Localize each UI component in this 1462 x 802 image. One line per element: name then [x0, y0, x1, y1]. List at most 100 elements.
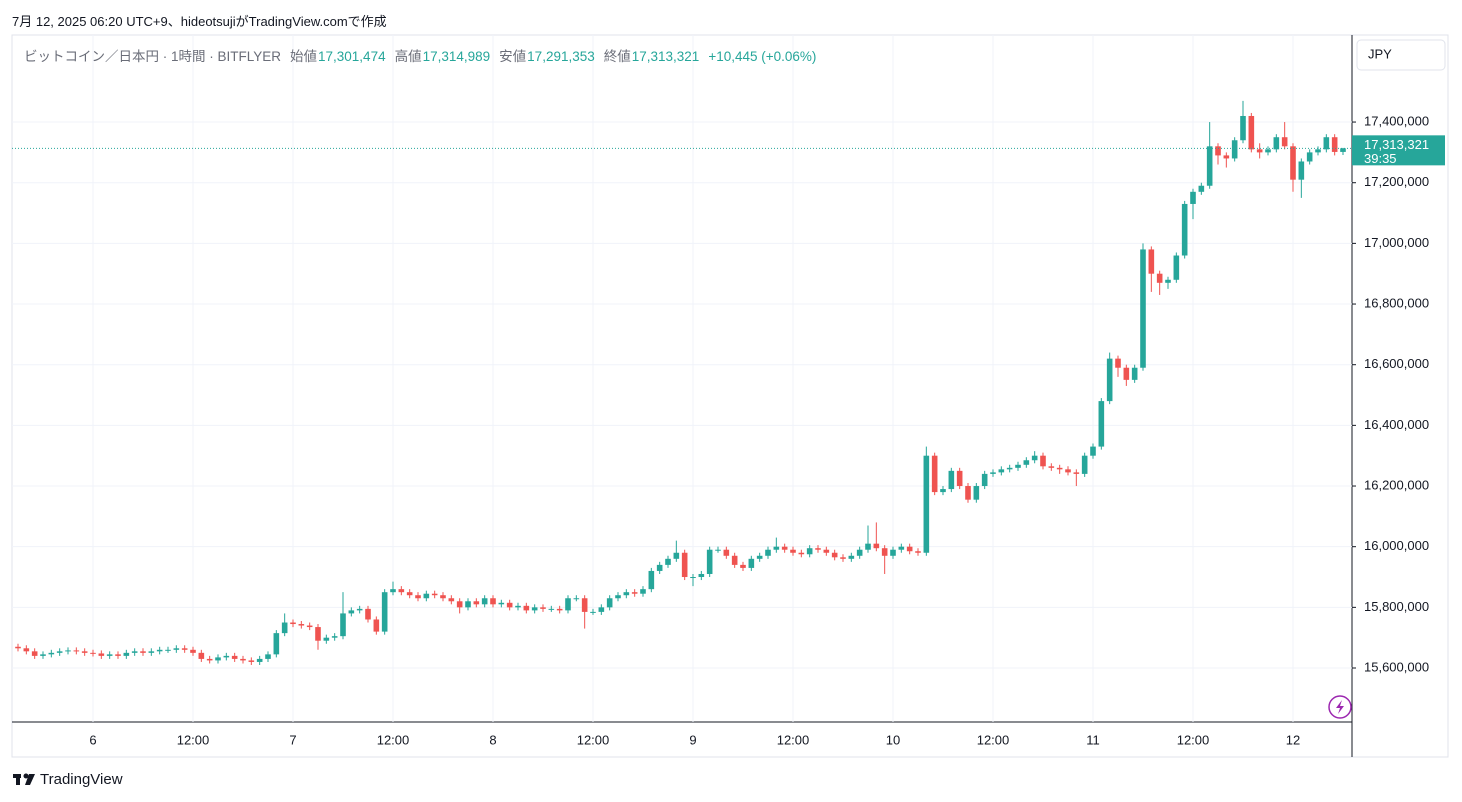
candle-body [465, 601, 471, 608]
candle-body [840, 557, 846, 559]
candle-body [723, 549, 730, 556]
legend-name: 高値 [394, 49, 422, 64]
y-tick-label: 16,400,000 [1364, 417, 1429, 432]
x-tick-label: 11 [1086, 732, 1100, 747]
candle-body [765, 549, 771, 556]
last-price-label: 17,313,321 [1364, 137, 1429, 152]
candle-body [740, 564, 746, 568]
candle-body [1273, 137, 1280, 150]
candle-body [106, 654, 113, 656]
created-note: 7月 12, 2025 06:20 UTC+9、hideotsujiがTradi… [12, 14, 387, 29]
countdown: 39:35 [1364, 151, 1397, 166]
candle-body [1223, 155, 1230, 159]
candle-body [423, 593, 430, 599]
candle-body [556, 608, 563, 611]
candle-body [131, 651, 138, 653]
candle-body [515, 605, 521, 608]
candle-body [40, 654, 46, 656]
candle-body [640, 589, 646, 594]
candle-body [1256, 149, 1263, 153]
candle-body [606, 598, 613, 608]
candle-body [173, 648, 180, 650]
candle-body [990, 472, 996, 474]
candle-body [1306, 152, 1313, 162]
candle-body [940, 489, 946, 493]
candle-body [1198, 185, 1205, 192]
candle-body [865, 543, 871, 550]
candle-body [348, 610, 355, 614]
candle-body [156, 649, 163, 652]
y-tick-label: 17,400,000 [1364, 113, 1429, 128]
candle-body [15, 646, 21, 649]
candle-body [498, 602, 505, 605]
candle-body [823, 549, 830, 553]
candle-body [1231, 140, 1238, 159]
candle-body [631, 592, 638, 594]
candle-body [1156, 273, 1163, 283]
legend-name: 安値 [499, 49, 527, 64]
candle-body [31, 651, 38, 656]
candle-body [590, 611, 596, 613]
candle-body [1215, 146, 1221, 156]
x-tick-label: 12:00 [377, 732, 410, 747]
candle-body [415, 595, 421, 599]
candle-body [881, 548, 888, 556]
candle-body [540, 607, 546, 609]
candle-body [123, 652, 130, 656]
currency-box[interactable] [1356, 39, 1446, 71]
candle-body [873, 543, 880, 549]
candle-body [298, 624, 305, 626]
candle-body [915, 551, 921, 553]
ohlc-legend: ビットコイン／日本円 · 1時間 · BITFLYER 始値17,301,474 高… [24, 45, 825, 65]
candle-body [215, 657, 221, 661]
candle-body [1023, 460, 1030, 465]
x-tick-label: 10 [886, 732, 900, 747]
candle-body [1315, 149, 1321, 153]
candle-body [1106, 358, 1113, 402]
candle-body [790, 549, 796, 553]
candle-body [656, 564, 663, 571]
candle-body [648, 570, 655, 590]
candle-body [1065, 469, 1071, 473]
candle-body [831, 552, 838, 558]
candle-body [323, 637, 330, 641]
candle-body [973, 486, 980, 500]
candle-body [981, 473, 988, 487]
candle-body [256, 658, 263, 662]
candle-body [565, 598, 571, 611]
x-tick-label: 12:00 [577, 732, 610, 747]
candle-body [998, 469, 1005, 473]
candle-body [190, 649, 196, 653]
candle-body [290, 622, 296, 625]
candle-body [390, 589, 396, 593]
candle-body [206, 658, 213, 661]
candle-body [406, 592, 413, 596]
brand: TradingView [40, 771, 123, 788]
brand-logo [13, 773, 35, 785]
symbol: ビットコイン／日本円 · 1時間 · BITFLYER [24, 49, 282, 64]
x-tick-label: 12:00 [777, 732, 810, 747]
candle-body [673, 552, 680, 559]
candle-body [340, 613, 346, 637]
last-price-box [1352, 135, 1445, 166]
candle-body [1090, 446, 1096, 456]
candle-body [273, 633, 280, 655]
candle-body [456, 601, 463, 608]
candle-body [240, 658, 246, 661]
candle-body [181, 648, 188, 650]
candle-body [1190, 191, 1196, 204]
candle-body [948, 470, 955, 490]
candle-body [623, 592, 630, 596]
candle-body [798, 552, 805, 555]
legend-name: 始値 [290, 49, 318, 64]
candle-body [715, 549, 721, 551]
y-tick-label: 15,600,000 [1364, 659, 1429, 674]
candle-body [906, 546, 913, 552]
candle-body [473, 601, 480, 605]
x-tick-label: 9 [689, 732, 696, 747]
legend-value: 17,291,353 [527, 49, 595, 64]
y-tick-label: 16,200,000 [1364, 477, 1429, 492]
candle-body [140, 651, 146, 653]
candle-body [315, 627, 321, 641]
